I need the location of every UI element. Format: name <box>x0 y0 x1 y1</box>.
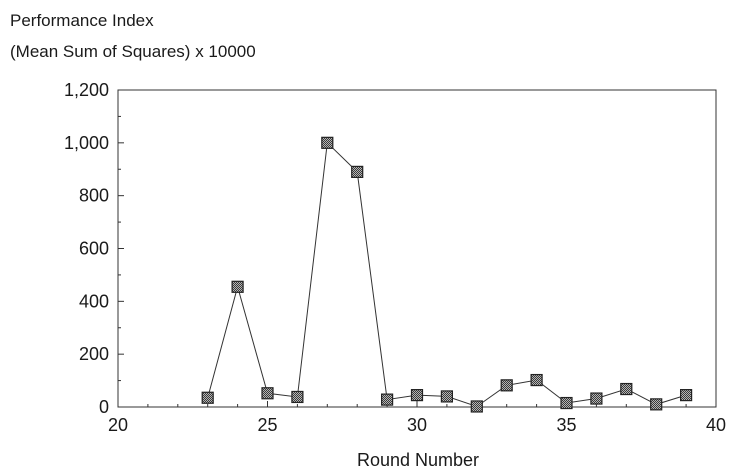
data-point <box>650 398 663 411</box>
data-point <box>231 280 244 293</box>
x-tick-label: 35 <box>556 415 576 435</box>
data-point <box>679 389 693 402</box>
data-point <box>470 400 483 413</box>
data-point <box>351 165 364 178</box>
data-point <box>560 396 573 410</box>
series-line <box>207 141 687 408</box>
x-axis-title: Round Number <box>357 450 479 470</box>
data-point <box>201 391 214 404</box>
data-point <box>381 393 394 406</box>
x-axis: 20 25 30 35 40 <box>108 401 726 435</box>
y-axis-title-line-2: (Mean Sum of Squares) x 10000 <box>10 42 256 61</box>
data-point <box>261 387 274 400</box>
data-point <box>500 379 513 392</box>
x-tick-label: 40 <box>706 415 726 435</box>
plot-area <box>117 89 717 408</box>
data-point <box>530 373 543 387</box>
data-point <box>291 390 304 404</box>
data-point <box>321 136 334 149</box>
data-points <box>201 136 693 413</box>
y-tick-label: 200 <box>79 344 109 364</box>
y-tick-label: 800 <box>79 186 109 206</box>
y-tick-label: 400 <box>79 291 109 311</box>
x-tick-label: 30 <box>407 415 427 435</box>
y-tick-label: 600 <box>79 239 109 259</box>
data-point <box>590 392 603 405</box>
y-tick-label: 0 <box>99 397 109 417</box>
data-point <box>620 382 633 396</box>
x-tick-label: 20 <box>108 415 128 435</box>
y-tick-label: 1,000 <box>64 133 109 153</box>
x-tick-label: 25 <box>257 415 277 435</box>
y-tick-label: 1,200 <box>64 80 109 100</box>
y-axis: 0 200 400 600 800 1,000 1,200 <box>64 80 124 417</box>
data-point <box>440 390 453 403</box>
y-axis-title-line-1: Performance Index <box>10 11 154 30</box>
data-point <box>410 389 424 402</box>
